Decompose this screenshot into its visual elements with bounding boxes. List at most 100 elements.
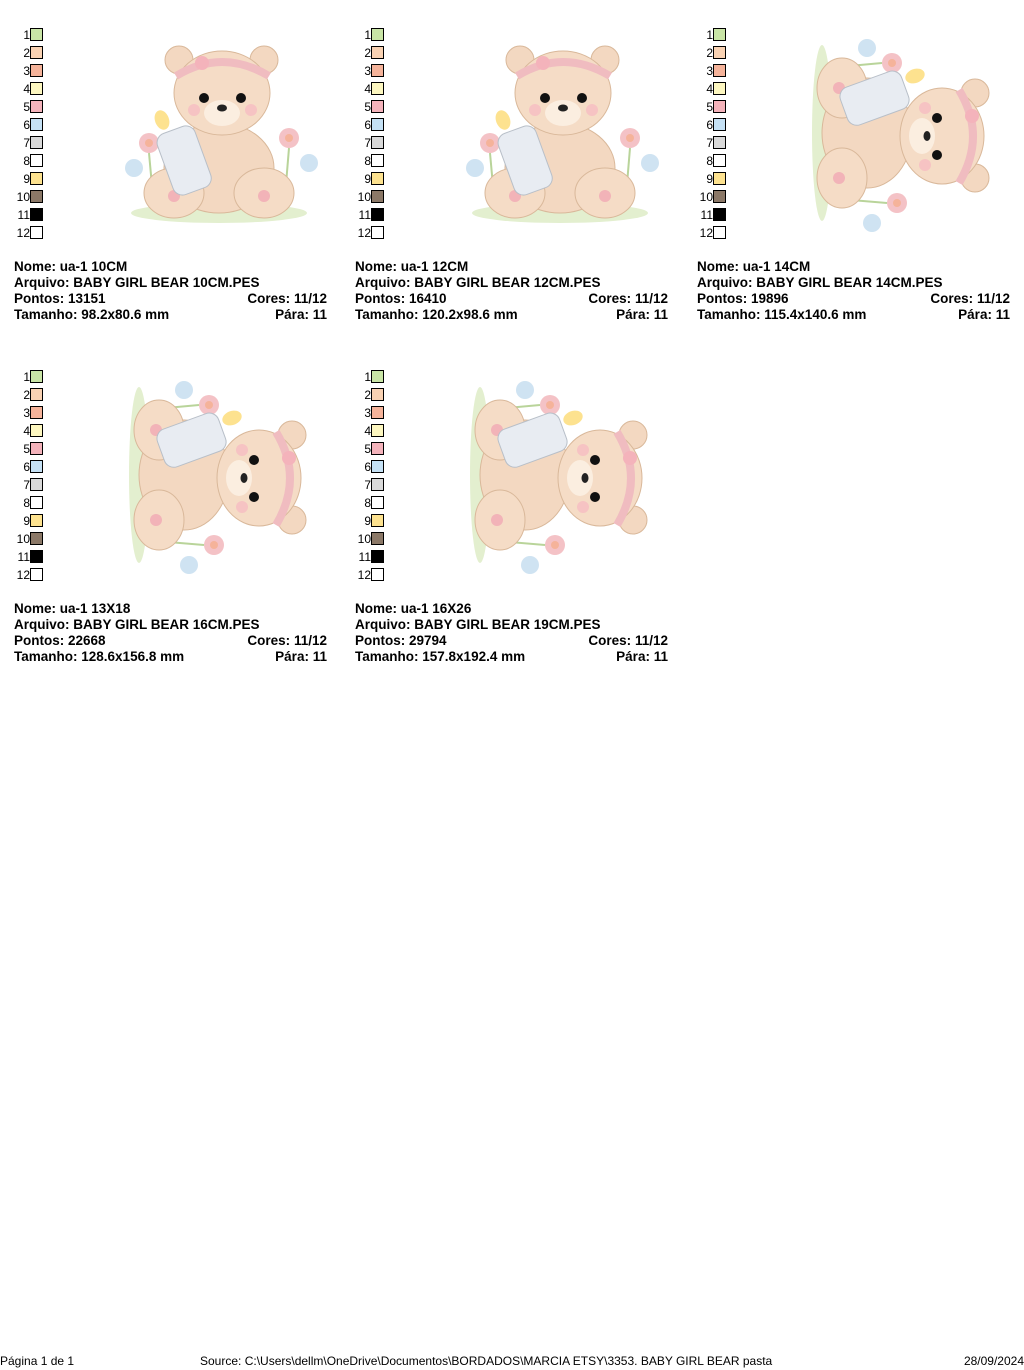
thread-color-item: 3 bbox=[14, 405, 44, 423]
thread-color-item: 7 bbox=[355, 477, 385, 495]
embroidery-preview-image bbox=[812, 39, 990, 232]
thread-color-item: 10 bbox=[14, 189, 44, 207]
thread-color-item: 5 bbox=[355, 99, 385, 117]
color-swatch bbox=[30, 478, 43, 491]
thread-color-item: 8 bbox=[355, 153, 385, 171]
color-number: 8 bbox=[364, 496, 371, 510]
color-swatch bbox=[371, 532, 384, 545]
file-label: Arquivo: bbox=[355, 617, 411, 632]
color-number: 11 bbox=[358, 208, 371, 222]
file-value: BABY GIRL BEAR 10CM.PES bbox=[73, 275, 260, 290]
size-value: 128.6x156.8 mm bbox=[81, 649, 185, 664]
color-number: 2 bbox=[364, 46, 371, 60]
color-number: 3 bbox=[23, 64, 30, 78]
size-value: 115.4x140.6 mm bbox=[764, 307, 867, 322]
color-swatch bbox=[371, 28, 384, 41]
embroidery-preview-image bbox=[125, 45, 318, 223]
color-number: 7 bbox=[23, 136, 30, 150]
color-number: 9 bbox=[706, 172, 713, 186]
color-number: 3 bbox=[364, 406, 371, 420]
color-number: 5 bbox=[706, 100, 713, 114]
color-number: 10 bbox=[357, 190, 371, 204]
design-info: Nome: ua-1 14CM Arquivo: BABY GIRL BEAR … bbox=[697, 259, 1010, 323]
color-number: 9 bbox=[23, 514, 30, 528]
color-number: 4 bbox=[23, 424, 30, 438]
color-swatch bbox=[30, 154, 43, 167]
size-value: 98.2x80.6 mm bbox=[81, 307, 170, 322]
color-swatch bbox=[371, 496, 384, 509]
color-number: 10 bbox=[16, 532, 30, 546]
thread-color-item: 9 bbox=[697, 171, 727, 189]
color-number: 4 bbox=[364, 424, 371, 438]
color-swatch bbox=[30, 136, 43, 149]
color-number: 2 bbox=[23, 388, 30, 402]
color-swatch bbox=[713, 82, 726, 95]
name-label: Nome: bbox=[355, 259, 398, 274]
color-swatch bbox=[371, 406, 384, 419]
stitches-label: Pontos: bbox=[355, 291, 406, 306]
design-info: Nome: ua-1 16X26 Arquivo: BABY GIRL BEAR… bbox=[355, 601, 668, 665]
thread-color-item: 5 bbox=[697, 99, 727, 117]
color-number: 5 bbox=[23, 100, 30, 114]
color-swatch bbox=[30, 82, 43, 95]
design-info: Nome: ua-1 10CM Arquivo: BABY GIRL BEAR … bbox=[14, 259, 327, 323]
color-number: 6 bbox=[23, 460, 30, 474]
embroidery-preview-image bbox=[129, 381, 307, 574]
color-number: 5 bbox=[23, 442, 30, 456]
color-number: 1 bbox=[364, 28, 371, 42]
color-number: 8 bbox=[23, 496, 30, 510]
thread-color-item: 7 bbox=[14, 135, 44, 153]
color-swatch bbox=[713, 28, 726, 41]
color-number: 3 bbox=[364, 64, 371, 78]
thread-color-item: 4 bbox=[355, 81, 385, 99]
color-swatch bbox=[30, 442, 43, 455]
stitches-label: Pontos: bbox=[14, 291, 65, 306]
thread-color-item: 6 bbox=[355, 117, 385, 135]
thread-color-item: 8 bbox=[14, 153, 44, 171]
stops-label: Pára: bbox=[616, 649, 650, 664]
colors-label: Cores: bbox=[930, 291, 974, 306]
stops-label: Pára: bbox=[275, 649, 309, 664]
color-swatch bbox=[30, 550, 43, 563]
thread-color-item: 8 bbox=[697, 153, 727, 171]
color-swatch bbox=[30, 118, 43, 131]
baby-bottle-icon bbox=[497, 410, 583, 468]
color-swatch bbox=[30, 28, 43, 41]
color-swatch bbox=[371, 208, 384, 221]
colors-label: Cores: bbox=[588, 633, 632, 648]
embroidery-preview-image bbox=[470, 381, 648, 574]
thread-color-item: 6 bbox=[697, 117, 727, 135]
colors-value: 11/12 bbox=[634, 291, 668, 306]
colors-value: 11/12 bbox=[293, 633, 327, 648]
colors-label: Cores: bbox=[247, 291, 291, 306]
thread-color-item: 7 bbox=[14, 477, 44, 495]
color-swatch bbox=[30, 208, 43, 221]
stops-value: 11 bbox=[653, 649, 668, 664]
stitches-value: 16410 bbox=[409, 291, 447, 306]
name-value: ua-1 12CM bbox=[400, 259, 469, 274]
color-number: 5 bbox=[364, 100, 371, 114]
color-swatch bbox=[371, 460, 384, 473]
design-card: 1 2 3 4 5 6 7 8 9 10 11 12 Nome: ua-1 12CM Arquivo:… bbox=[355, 28, 671, 328]
stops-label: Pára: bbox=[275, 307, 309, 322]
color-number: 4 bbox=[706, 82, 713, 96]
thread-color-item: 11 bbox=[355, 549, 385, 567]
stitches-value: 13151 bbox=[68, 291, 106, 306]
color-number: 8 bbox=[23, 154, 30, 168]
color-swatch bbox=[713, 118, 726, 131]
footer-page-number: Página 1 de 1 bbox=[0, 1354, 75, 1368]
color-swatch bbox=[371, 550, 384, 563]
colors-label: Cores: bbox=[247, 633, 291, 648]
colors-value: 11/12 bbox=[293, 291, 327, 306]
file-label: Arquivo: bbox=[355, 275, 411, 290]
thread-color-item: 3 bbox=[14, 63, 44, 81]
thread-color-item: 5 bbox=[355, 441, 385, 459]
stops-value: 11 bbox=[995, 307, 1010, 322]
file-value: BABY GIRL BEAR 14CM.PES bbox=[756, 275, 943, 290]
color-swatch bbox=[30, 370, 43, 383]
color-number: 6 bbox=[23, 118, 30, 132]
thread-color-item: 5 bbox=[14, 441, 44, 459]
color-swatch bbox=[30, 64, 43, 77]
thread-color-item: 1 bbox=[14, 369, 44, 387]
color-swatch bbox=[30, 514, 43, 527]
